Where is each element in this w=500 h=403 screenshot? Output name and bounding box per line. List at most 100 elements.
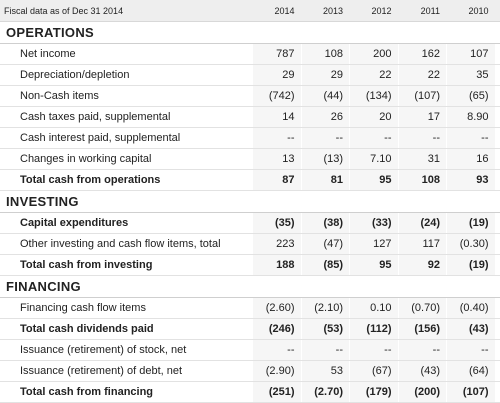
- cell-value: 162: [397, 44, 446, 64]
- cell-value: 188: [252, 255, 301, 275]
- cell-value: (2.90): [252, 361, 301, 381]
- cell-value: (107): [397, 86, 446, 106]
- cell-value: (43): [397, 361, 446, 381]
- cell-value: (19): [446, 255, 495, 275]
- cell-value: (64): [446, 361, 495, 381]
- cell-value: (200): [397, 382, 446, 402]
- header-label: Fiscal data as of Dec 31 2014: [4, 5, 124, 16]
- cell-value: 108: [300, 44, 349, 64]
- section-title: OPERATIONS: [0, 22, 500, 44]
- cell-value: 22: [349, 65, 398, 85]
- cell-value: (251): [252, 382, 301, 402]
- cell-value: 117: [397, 234, 446, 254]
- row-label: Depreciation/depletion: [20, 69, 130, 81]
- table-row: Issuance (retirement) of stock, net -- -- -…: [0, 340, 500, 361]
- cell-value: --: [349, 128, 398, 148]
- table-row: Non-Cash items (742) (44) (134) (107) (65): [0, 86, 500, 107]
- year-label: 2011: [420, 5, 440, 16]
- table-row: Issuance (retirement) of debt, net (2.90)…: [0, 361, 500, 382]
- cell-value: (246): [252, 319, 301, 339]
- cell-value: 29: [252, 65, 301, 85]
- row-label: Other investing and cash flow items, tot…: [20, 238, 221, 250]
- row-label: Total cash dividends paid: [20, 323, 154, 335]
- cell-value: (156): [397, 319, 446, 339]
- cell-value: 0.10: [349, 298, 398, 318]
- cell-value: (35): [252, 213, 301, 233]
- table-row: Total cash from financing (251) (2.70) (179…: [0, 382, 500, 403]
- cell-value: 107: [446, 44, 495, 64]
- cell-value: (2.10): [300, 298, 349, 318]
- year-label: 2010: [468, 5, 489, 16]
- cell-value: (179): [349, 382, 398, 402]
- cell-value: 81: [300, 170, 349, 190]
- cell-value: 108: [397, 170, 446, 190]
- cell-value: (33): [349, 213, 398, 233]
- year-label: 2013: [322, 5, 343, 16]
- cell-value: (2.70): [300, 382, 349, 402]
- cell-value: --: [446, 340, 495, 360]
- cell-value: 16: [446, 149, 495, 169]
- cell-value: (53): [300, 319, 349, 339]
- cell-value: 20: [349, 107, 398, 127]
- row-label: Issuance (retirement) of debt, net: [20, 365, 183, 377]
- cell-value: --: [446, 128, 495, 148]
- cell-value: 223: [252, 234, 301, 254]
- cell-value: (0.40): [446, 298, 495, 318]
- year-label: 2014: [274, 5, 295, 16]
- cell-value: 35: [446, 65, 495, 85]
- cell-value: 93: [446, 170, 495, 190]
- table-row: Capital expenditures (35) (38) (33) (24) (19): [0, 213, 500, 234]
- cell-value: --: [252, 128, 301, 148]
- cell-value: 8.90: [446, 107, 495, 127]
- row-label: Total cash from operations: [20, 174, 161, 186]
- row-label: Cash interest paid, supplemental: [20, 132, 181, 144]
- cell-value: 127: [349, 234, 398, 254]
- cell-value: 7.10: [349, 149, 398, 169]
- cell-value: 95: [349, 170, 398, 190]
- cell-value: (47): [300, 234, 349, 254]
- section-title: FINANCING: [0, 276, 500, 298]
- cell-value: --: [397, 128, 446, 148]
- cell-value: 22: [397, 65, 446, 85]
- table-row: Changes in working capital 13 (13) 7.10 31 16: [0, 149, 500, 170]
- row-label: Issuance (retirement) of stock, net: [20, 344, 187, 356]
- table-row: Cash interest paid, supplemental -- -- -- --…: [0, 128, 500, 149]
- table-row: Other investing and cash flow items, tot…: [0, 234, 500, 255]
- cell-value: (134): [349, 86, 398, 106]
- year-label: 2012: [371, 5, 392, 16]
- cell-value: (107): [446, 382, 495, 402]
- cell-value: (0.70): [397, 298, 446, 318]
- cell-value: (38): [300, 213, 349, 233]
- cell-value: 787: [252, 44, 301, 64]
- cell-value: 200: [349, 44, 398, 64]
- cell-value: (44): [300, 86, 349, 106]
- row-label: Total cash from investing: [20, 259, 153, 271]
- row-label: Capital expenditures: [20, 217, 129, 229]
- cell-value: 53: [300, 361, 349, 381]
- cell-value: 17: [397, 107, 446, 127]
- cell-value: (742): [252, 86, 301, 106]
- cell-value: (67): [349, 361, 398, 381]
- cell-value: 95: [349, 255, 398, 275]
- table-row: Cash taxes paid, supplemental 14 26 20 17 8.9…: [0, 107, 500, 128]
- table-row: Total cash from operations 87 81 95 108 93: [0, 170, 500, 191]
- cell-value: 87: [252, 170, 301, 190]
- table-row: Total cash from investing 188 (85) 95 92 (19): [0, 255, 500, 276]
- cell-value: 92: [397, 255, 446, 275]
- cell-value: (112): [349, 319, 398, 339]
- cell-value: (0.30): [446, 234, 495, 254]
- cell-value: (65): [446, 86, 495, 106]
- cell-value: --: [300, 128, 349, 148]
- cell-value: --: [252, 340, 301, 360]
- cell-value: --: [300, 340, 349, 360]
- cell-value: --: [349, 340, 398, 360]
- cell-value: 31: [397, 149, 446, 169]
- cell-value: (85): [300, 255, 349, 275]
- cell-value: 14: [252, 107, 301, 127]
- row-label: Cash taxes paid, supplemental: [20, 111, 171, 123]
- cell-value: (24): [397, 213, 446, 233]
- table-row: Depreciation/depletion 29 29 22 22 35: [0, 65, 500, 86]
- row-label: Total cash from financing: [20, 386, 154, 398]
- cell-value: 29: [300, 65, 349, 85]
- cell-value: (43): [446, 319, 495, 339]
